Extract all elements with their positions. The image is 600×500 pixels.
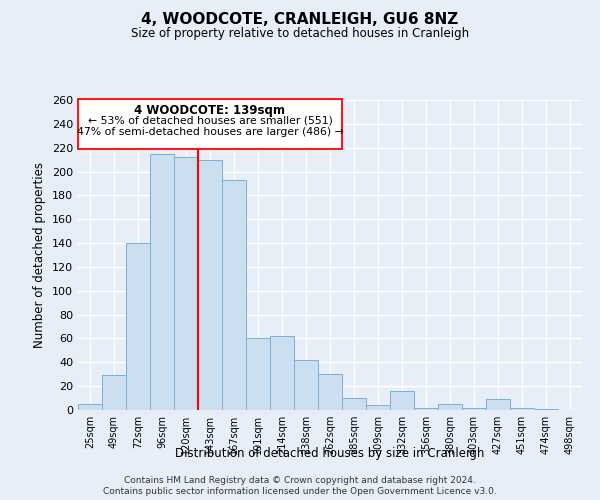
Bar: [222, 180, 246, 410]
Bar: [462, 408, 486, 410]
Text: 4, WOODCOTE, CRANLEIGH, GU6 8NZ: 4, WOODCOTE, CRANLEIGH, GU6 8NZ: [142, 12, 458, 28]
Bar: [102, 376, 126, 410]
Bar: [126, 243, 150, 410]
Bar: [78, 404, 102, 410]
Bar: [294, 360, 318, 410]
Bar: [270, 336, 294, 410]
Text: 47% of semi-detached houses are larger (486) →: 47% of semi-detached houses are larger (…: [77, 128, 343, 138]
Text: Contains public sector information licensed under the Open Government Licence v3: Contains public sector information licen…: [103, 488, 497, 496]
Bar: [174, 157, 198, 410]
Bar: [342, 398, 366, 410]
Bar: [438, 404, 462, 410]
Text: 4 WOODCOTE: 139sqm: 4 WOODCOTE: 139sqm: [134, 104, 286, 117]
Bar: [318, 374, 342, 410]
Text: Size of property relative to detached houses in Cranleigh: Size of property relative to detached ho…: [131, 28, 469, 40]
Bar: [246, 338, 270, 410]
Bar: [198, 160, 222, 410]
Text: Distribution of detached houses by size in Cranleigh: Distribution of detached houses by size …: [175, 448, 485, 460]
Bar: [366, 405, 390, 410]
Bar: [390, 391, 414, 410]
FancyBboxPatch shape: [78, 99, 342, 149]
Bar: [150, 154, 174, 410]
Bar: [486, 400, 510, 410]
Y-axis label: Number of detached properties: Number of detached properties: [34, 162, 46, 348]
Text: Contains HM Land Registry data © Crown copyright and database right 2024.: Contains HM Land Registry data © Crown c…: [124, 476, 476, 485]
Bar: [414, 408, 438, 410]
Bar: [534, 409, 558, 410]
Bar: [510, 408, 534, 410]
Text: ← 53% of detached houses are smaller (551): ← 53% of detached houses are smaller (55…: [88, 116, 332, 126]
